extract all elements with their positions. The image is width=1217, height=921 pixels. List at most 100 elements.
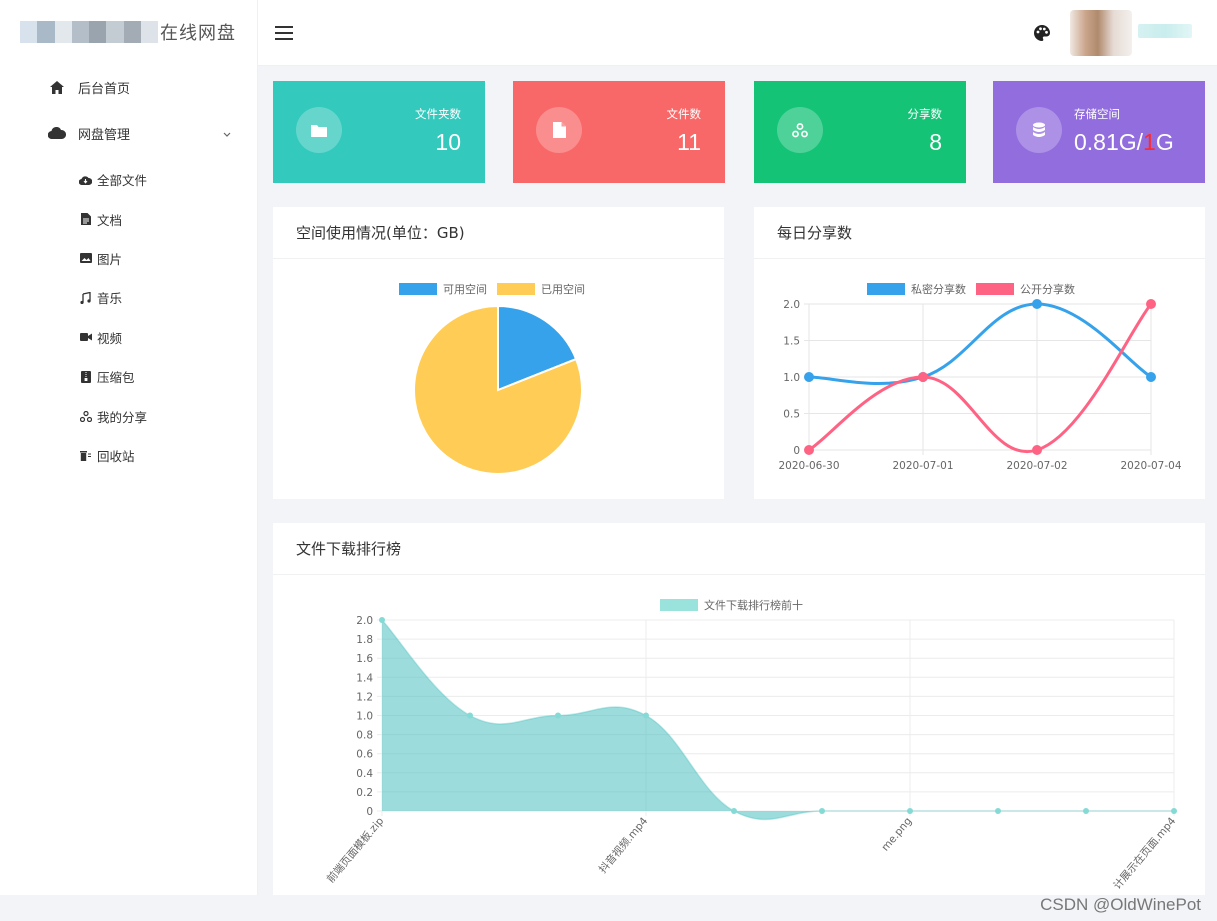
sidebar-item-archives[interactable]: 压缩包 [0,357,257,396]
image-icon [79,252,92,265]
sidebar-item-all-files[interactable]: 全部文件 [0,160,257,199]
y-tick-label: 1.0 [783,372,800,384]
y-tick-label: 0.6 [356,749,373,761]
y-tick-label: 0.2 [356,787,373,799]
x-tick-label: 2020-07-04 [1120,460,1181,472]
area-point [643,712,649,719]
area-point [467,712,473,719]
area-point [731,808,737,814]
sidebar-sub-label: 我的分享 [97,409,148,425]
cloud-icon [48,124,66,142]
panel-title: 空间使用情况(单位：GB) [273,207,724,259]
legend-swatch [660,599,698,611]
user-name-blurred[interactable] [1138,24,1192,38]
pie-slice [497,304,578,392]
stat-card-folders: 文件夹数 10 [273,81,485,183]
archive-icon [79,370,92,383]
sidebar-sub-label: 全部文件 [97,173,148,189]
legend-item-private[interactable]: 私密分享数 [867,281,966,297]
line-series [808,302,1152,385]
panel-title: 文件下载排行榜 [273,523,1205,575]
sidebar-item-home[interactable]: 后台首页 [0,64,257,110]
watermark: CSDN @OldWinePot [1040,895,1201,914]
y-tick-label: 1.8 [356,634,373,646]
area-fill [382,620,1174,820]
line-point [1032,445,1042,455]
x-tick-label: 前端页面模板.zip [324,814,387,885]
legend-item-top10[interactable]: 文件下载排行榜前十 [660,597,803,613]
sidebar-item-recycle-bin[interactable]: 回收站 [0,436,257,475]
stat-value: 0.81G/1G [1074,129,1174,156]
area-chart: 0 0.2 0.4 0.6 0.8 1.0 1.2 1.4 1.6 1.8 2.0 前端页面模板.zi… [324,615,1179,892]
chevron-down-icon [223,127,231,142]
line-point [1146,372,1156,382]
stat-label: 存储空间 [1074,107,1120,121]
y-tick-label: 1.4 [356,672,373,684]
disk-submenu: 全部文件 文档 图片 音乐 视频 [0,156,257,475]
area-point [907,808,913,814]
pie-slice [413,304,583,475]
stat-label: 文件数 [666,107,702,121]
y-tick-label: 1.6 [356,653,373,665]
stat-card-storage: 存储空间 0.81G/1G [993,81,1205,183]
menu-toggle-icon[interactable] [275,26,293,40]
legend-swatch [497,283,535,295]
sidebar-sub-label: 图片 [97,251,123,267]
panel-space-usage: 空间使用情况(单位：GB) 可用空间 已用空间 [273,207,724,499]
storage-total-unit: G [1155,129,1174,155]
sidebar-sub-label: 文档 [97,212,123,228]
sidebar-sub-label: 回收站 [97,448,135,464]
line-chart: 0 0.5 1.0 1.5 2.0 2020-06-30 2020-07-01 2020-07… [778,299,1182,472]
sidebar-item-music[interactable]: 音乐 [0,278,257,317]
share-icon [79,410,92,423]
home-icon [48,78,66,96]
legend-label: 可用空间 [443,283,487,296]
panel-download-ranking: 文件下载排行榜 文件下载排行榜前十 0 0.2 0.4 0.6 0.8 1.0 1.2 1.4… [273,523,1205,895]
logo-image [20,21,158,43]
line-point [918,372,928,382]
y-tick-label: 0.4 [356,768,373,780]
x-tick-label: 计展示在页面.mp4 [1111,814,1179,891]
legend-label: 私密分享数 [911,283,966,296]
sidebar-sub-label: 视频 [97,330,123,346]
x-tick-label: 2020-07-02 [1006,460,1067,472]
y-tick-label: 1.2 [356,691,373,703]
music-icon [79,291,92,304]
top-header [258,0,1217,66]
y-tick-label: 0.8 [356,730,373,742]
legend-item-available[interactable]: 可用空间 [399,281,487,297]
legend-item-used[interactable]: 已用空间 [497,281,585,297]
legend-label: 公开分享数 [1020,283,1075,296]
palette-icon[interactable] [1033,24,1051,46]
sidebar: 在线网盘 后台首页 网盘管理 全部文件 文档 [0,0,258,895]
document-icon [79,213,92,226]
sidebar-item-disk-management[interactable]: 网盘管理 [0,110,257,156]
sidebar-item-documents[interactable]: 文档 [0,199,257,238]
legend-item-public[interactable]: 公开分享数 [976,281,1075,297]
user-avatar[interactable] [1070,10,1132,56]
area-point [819,808,825,814]
pie-legend: 可用空间 已用空间 [399,281,595,297]
line-point [1032,299,1042,309]
area-point [1171,808,1177,814]
area-line [381,619,1174,821]
line-point [804,372,814,382]
sidebar-sub-label: 压缩包 [97,370,135,386]
legend-swatch [867,283,905,295]
stat-card-shares: 分享数 8 [754,81,966,183]
sidebar-item-my-shares[interactable]: 我的分享 [0,396,257,435]
y-tick-label: 1.5 [783,336,800,348]
sidebar-item-videos[interactable]: 视频 [0,318,257,357]
stat-value: 8 [929,129,942,155]
folder-icon [296,107,342,153]
x-tick-label: 2020-07-01 [892,460,953,472]
logo[interactable]: 在线网盘 [0,0,257,64]
sidebar-item-images[interactable]: 图片 [0,239,257,278]
line-point [804,445,814,455]
share-hub-icon [777,107,823,153]
area-point [1083,808,1089,814]
panel-title: 每日分享数 [754,207,1205,259]
y-tick-label: 2.0 [356,615,373,627]
stat-value: 10 [435,129,461,155]
x-tick-label: me.png [879,815,914,853]
